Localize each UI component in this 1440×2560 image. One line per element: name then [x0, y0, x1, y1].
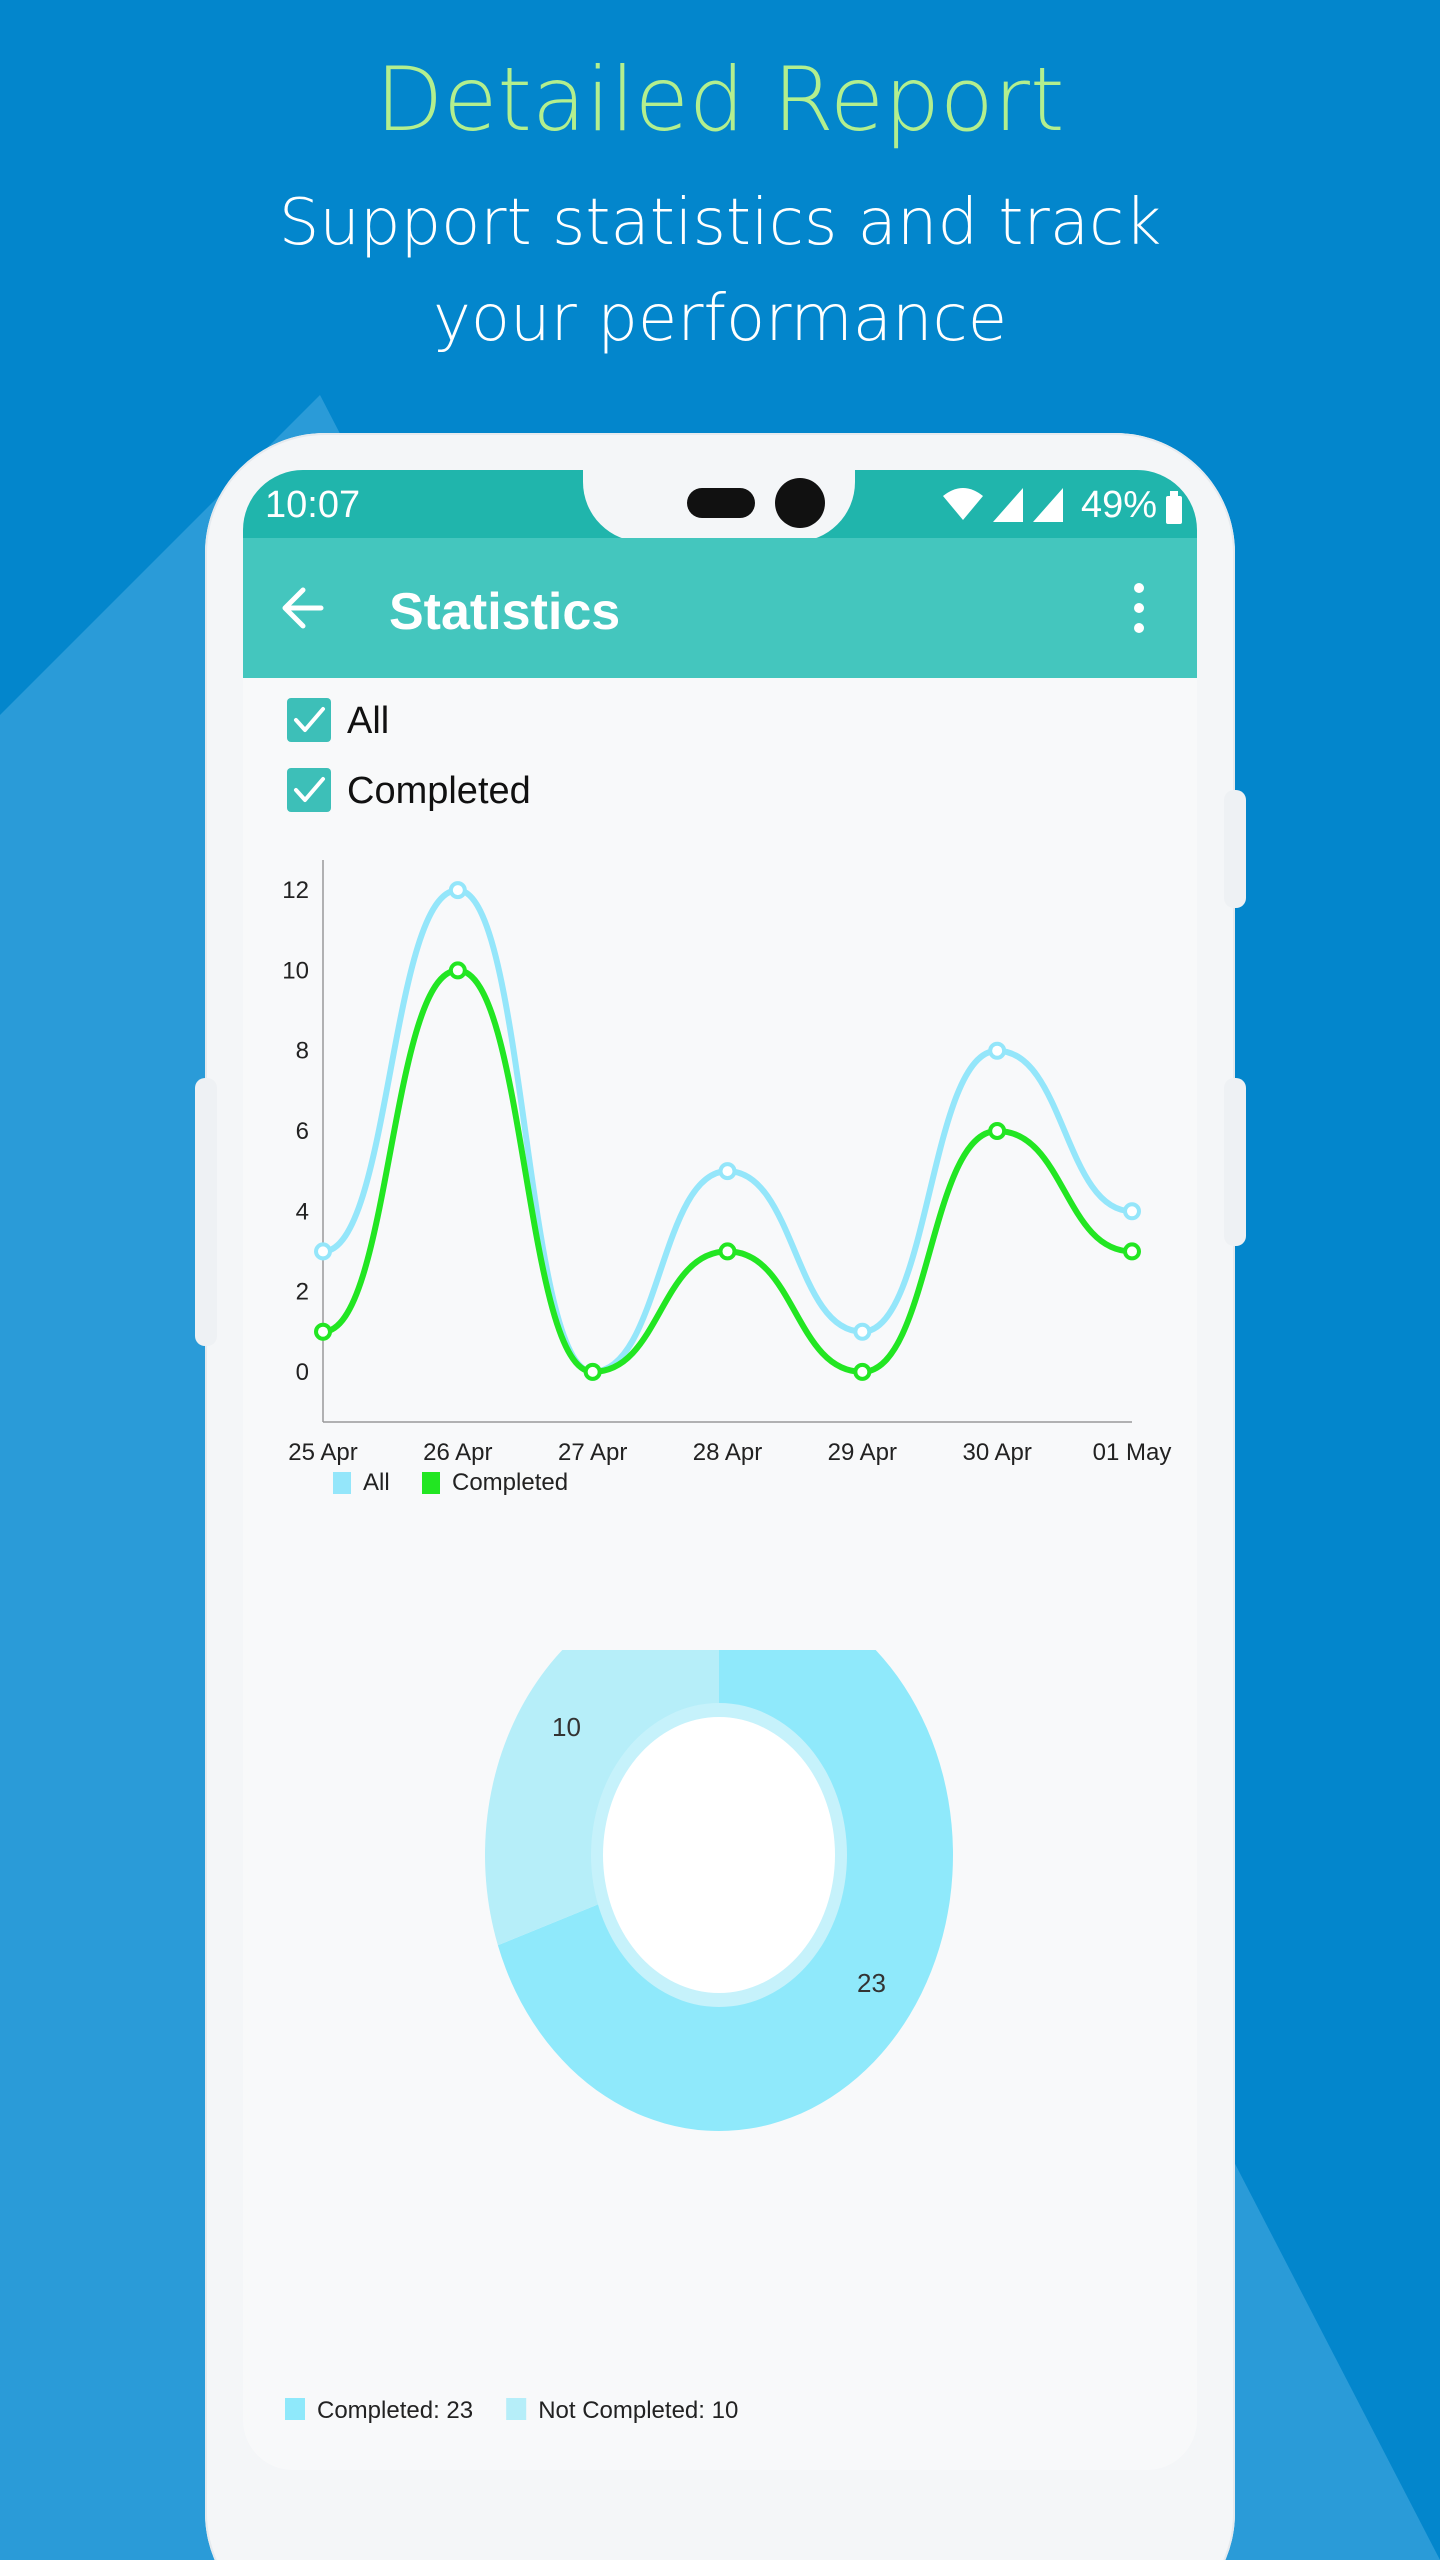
- legend-swatch: [506, 2398, 527, 2420]
- battery-icon: [1166, 496, 1182, 524]
- app-bar: Statistics: [243, 538, 1197, 678]
- signal-icon: [1033, 488, 1063, 522]
- x-tick-label: 29 Apr: [828, 1439, 897, 1466]
- speaker-icon: [687, 488, 755, 518]
- data-point-completed: [853, 1362, 872, 1381]
- data-point-all: [314, 1242, 332, 1261]
- y-tick-label: 2: [296, 1279, 309, 1306]
- data-point-all: [988, 1041, 1007, 1060]
- wifi-icon: [943, 488, 983, 520]
- x-tick-label: 26 Apr: [423, 1439, 492, 1466]
- data-point-all: [718, 1162, 737, 1181]
- phone-side-button-right-lower: [1224, 1078, 1246, 1246]
- status-time: 10:07: [265, 484, 361, 526]
- data-point-completed: [1123, 1242, 1141, 1261]
- more-vert-icon[interactable]: [1125, 578, 1153, 638]
- legend-label: Completed: 23: [317, 2397, 473, 2424]
- arrow-left-icon[interactable]: [273, 580, 329, 636]
- donut-hole: [603, 1717, 835, 1993]
- data-point-completed: [448, 961, 467, 980]
- status-icons: [943, 488, 1182, 524]
- phone-screen: 10:07 49% Statistics All Com: [243, 470, 1197, 2470]
- legend-swatch: [285, 2398, 305, 2420]
- line-chart: 0 2 4 6 8 10 12 25 Apr 26 Apr 27 Apr 28 Apr 29 Apr 3…: [282, 860, 1172, 1496]
- phone-side-button-left: [195, 1078, 217, 1346]
- hero-title: Detailed Report: [375, 48, 1065, 151]
- y-tick-label: 6: [296, 1118, 309, 1145]
- page-title: Statistics: [389, 583, 621, 641]
- data-point-all: [1123, 1202, 1141, 1221]
- data-point-all: [448, 881, 467, 900]
- filter-all-label: All: [347, 700, 390, 742]
- donut-chart: 23 10 Completed: 23 Not Completed: 10: [285, 1650, 953, 2424]
- legend-label: All: [363, 1469, 390, 1496]
- series-line-completed: [322, 967, 1133, 1375]
- data-point-all: [853, 1322, 872, 1341]
- x-tick-label: 25 Apr: [288, 1439, 357, 1466]
- legend-label: Not Completed: 10: [538, 2397, 738, 2424]
- data-point-completed: [314, 1322, 332, 1341]
- camera-icon: [775, 478, 825, 528]
- legend-label: Completed: [452, 1469, 568, 1496]
- checkbox-checked-icon[interactable]: [287, 768, 331, 812]
- series-line-all: [322, 887, 1133, 1375]
- filter-completed-label: Completed: [347, 770, 531, 812]
- data-point-completed: [988, 1122, 1007, 1140]
- y-tick-label: 12: [282, 877, 309, 904]
- x-tick-label: 28 Apr: [693, 1439, 762, 1466]
- legend-swatch-completed: [422, 1472, 440, 1494]
- checkbox-checked-icon[interactable]: [287, 698, 331, 742]
- battery-percentage: 49%: [1081, 484, 1158, 526]
- slice-value-label: 23: [857, 1968, 886, 1998]
- hero-subtitle-line-1: Support statistics and track: [278, 186, 1162, 260]
- legend-swatch-all: [333, 1472, 351, 1494]
- phone-side-button-right-upper: [1224, 790, 1246, 908]
- slice-value-label: 10: [552, 1712, 581, 1742]
- y-tick-label: 10: [282, 957, 309, 984]
- x-tick-label: 30 Apr: [962, 1439, 1031, 1466]
- data-point-completed: [718, 1242, 737, 1261]
- x-tick-label: 01 May: [1093, 1439, 1172, 1466]
- y-tick-label: 0: [296, 1359, 309, 1386]
- y-tick-label: 8: [296, 1038, 309, 1065]
- y-tick-label: 4: [296, 1198, 309, 1225]
- x-tick-label: 27 Apr: [558, 1439, 627, 1466]
- signal-icon: [993, 488, 1023, 522]
- data-point-completed: [583, 1362, 602, 1381]
- hero-subtitle-line-2: your performance: [432, 282, 1008, 356]
